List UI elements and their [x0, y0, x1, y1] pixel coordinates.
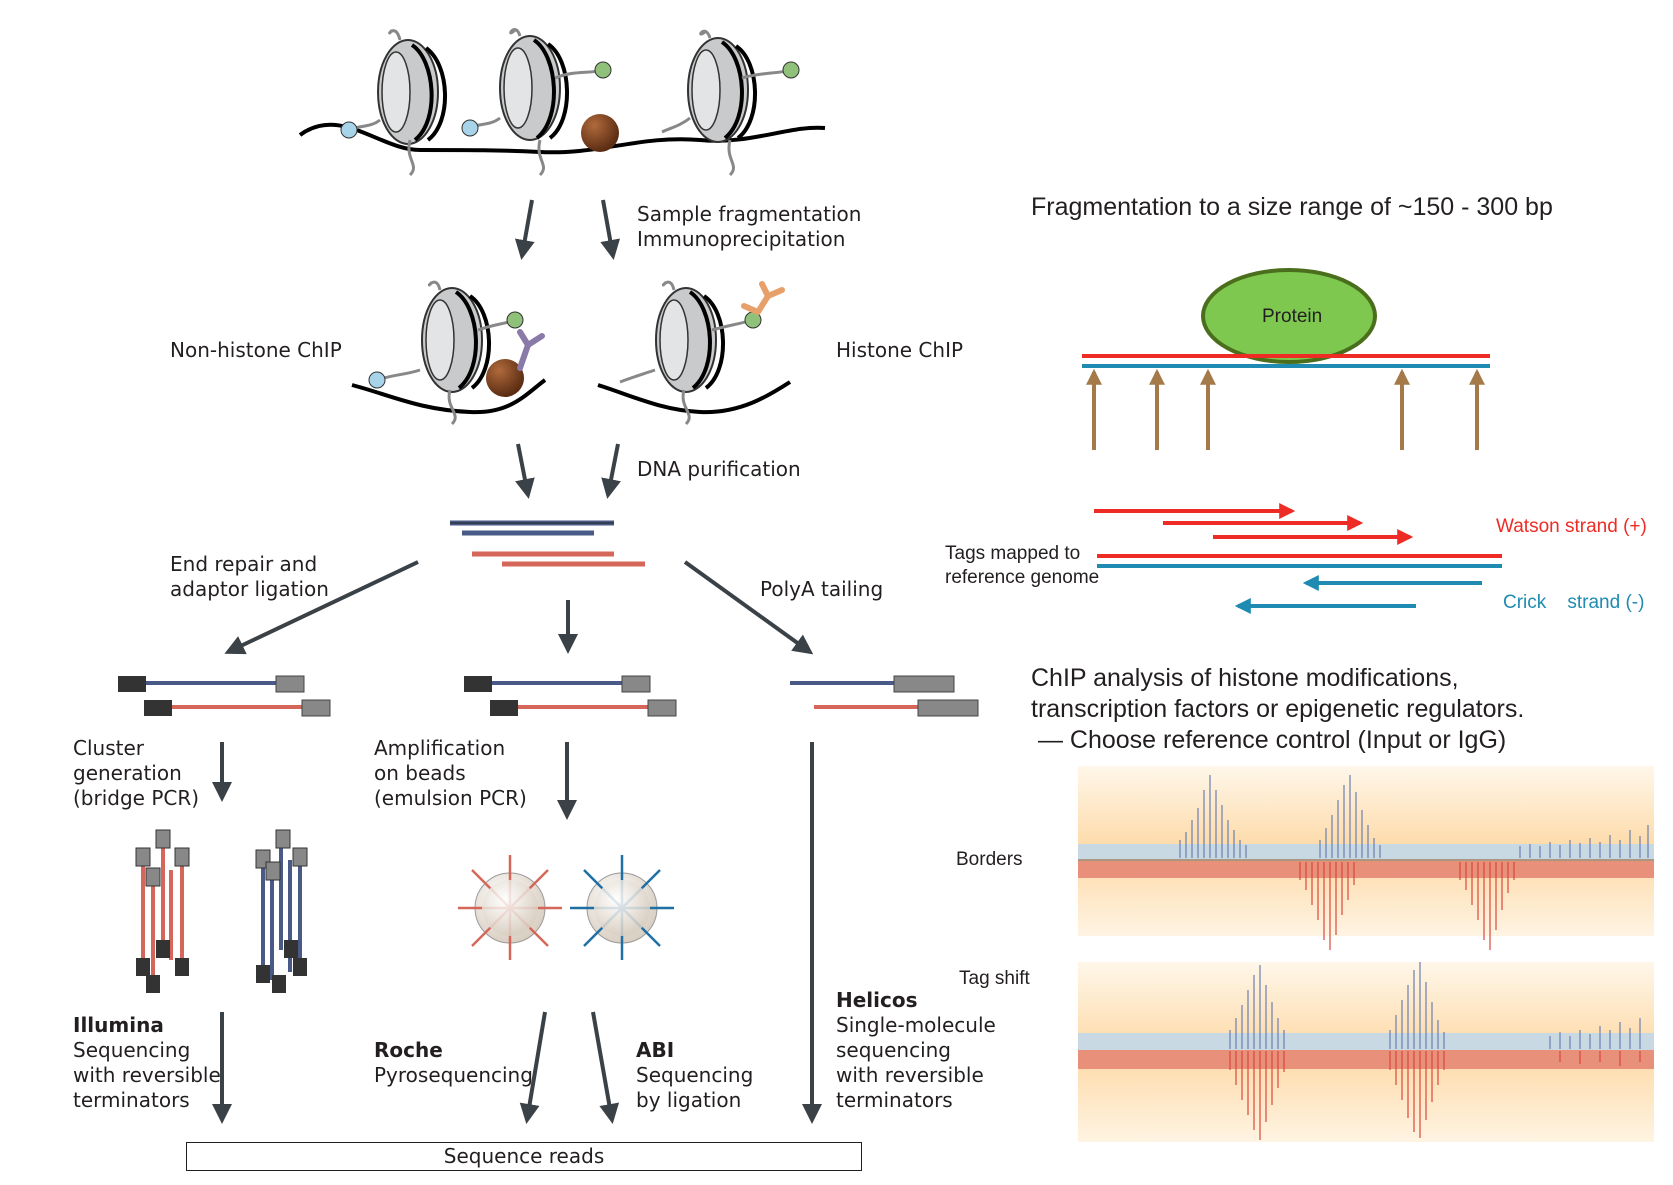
helicos-name: Helicos	[836, 988, 918, 1012]
non-histone-chip-label: Non-histone ChIP	[170, 338, 342, 362]
abi-name: ABI	[636, 1038, 675, 1062]
analysis-line-3: — Choose reference control (Input or IgG…	[1031, 726, 1507, 754]
cluster-label-1: Cluster	[73, 736, 144, 760]
analysis-line-2: transcription factors or epigenetic regu…	[1031, 695, 1525, 723]
tags-mapped-label-2: reference genome	[945, 567, 1100, 588]
fragmentation-schematic	[1082, 268, 1490, 450]
borders-label: Borders	[956, 849, 1023, 870]
sequence-reads-box: Sequence reads	[186, 1142, 862, 1171]
beads-label-2: on beads	[374, 761, 466, 785]
cluster-label-3: (bridge PCR)	[73, 786, 200, 810]
emulsion-beads	[458, 855, 674, 960]
helicos-desc-3: with reversible	[836, 1063, 984, 1087]
illumina-desc-3: terminators	[73, 1088, 190, 1112]
tags-mapped-label-1: Tags mapped to	[945, 543, 1081, 564]
borders-plot	[1078, 766, 1654, 950]
watson-strand-label: Watson strand (+)	[1496, 516, 1647, 537]
mapped-tags-schematic	[1094, 503, 1502, 614]
illumina-desc-2: with reversible	[73, 1063, 221, 1087]
helicos-desc-4: terminators	[836, 1088, 953, 1112]
tag-shift-label: Tag shift	[959, 968, 1030, 989]
roche-desc: Pyrosequencing	[374, 1063, 533, 1087]
antibody-icon	[741, 281, 785, 315]
nucleosome-3	[661, 29, 800, 177]
end-repair-label: End repair and	[170, 552, 318, 576]
illumina-name: Illumina	[73, 1013, 164, 1037]
adaptor-ligation-label: adaptor ligation	[170, 577, 329, 601]
protein-ellipse	[1201, 268, 1377, 364]
dna-fragments	[450, 520, 645, 567]
beads-label-1: Amplification	[374, 736, 506, 760]
protein-label: Protein	[1262, 306, 1323, 327]
tag-shift-plot	[1078, 962, 1654, 1142]
chromatin-top	[298, 28, 826, 177]
adaptor-fragments	[118, 675, 979, 717]
polya-tailing-label: PolyA tailing	[760, 577, 884, 601]
roche-name: Roche	[374, 1038, 443, 1062]
dna-purification-label: DNA purification	[637, 457, 801, 481]
cluster-label-2: generation	[73, 761, 182, 785]
non-histone-nucleosome	[351, 280, 547, 426]
crick-strand-label: Crick strand (-)	[1503, 592, 1645, 613]
abi-desc-2: by ligation	[636, 1088, 742, 1112]
step-fragmentation-label: Sample fragmentation	[637, 202, 862, 226]
histone-chip-label: Histone ChIP	[836, 338, 964, 362]
step-ip-label: Immunoprecipitation	[637, 227, 846, 251]
illumina-desc-1: Sequencing	[73, 1038, 191, 1062]
abi-desc-1: Sequencing	[636, 1063, 754, 1087]
histone-nucleosome	[597, 280, 792, 426]
helicos-desc-2: sequencing	[836, 1038, 951, 1062]
illumina-clusters	[135, 829, 308, 993]
beads-label-3: (emulsion PCR)	[374, 786, 527, 810]
antibody-icon	[517, 329, 545, 371]
analysis-line-1: ChIP analysis of histone modifications,	[1031, 664, 1459, 692]
nucleosome-1	[340, 29, 447, 177]
nucleosome-2	[461, 28, 612, 177]
fragmentation-title: Fragmentation to a size range of ~150 - …	[1031, 193, 1553, 221]
flow-arrows	[212, 199, 822, 1124]
protein-ball-icon	[581, 114, 619, 152]
helicos-desc-1: Single-molecule	[836, 1013, 996, 1037]
